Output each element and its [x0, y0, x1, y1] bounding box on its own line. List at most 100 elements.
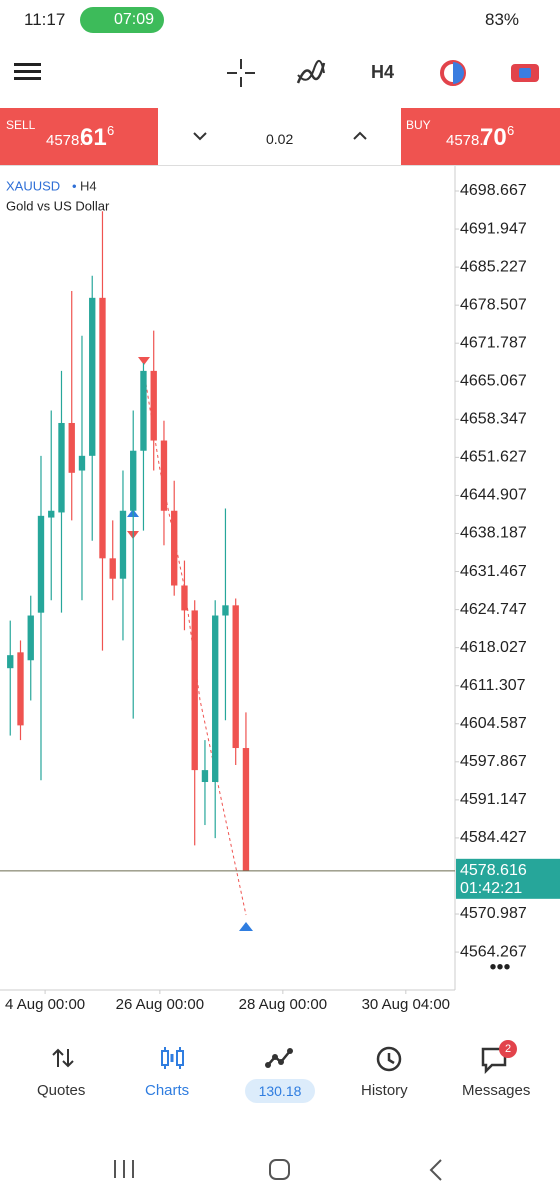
candle-body [78, 455, 86, 471]
candle-body [37, 515, 45, 613]
nav-messages[interactable]: Messages [462, 1082, 531, 1099]
buy-label: BUY [406, 118, 431, 132]
y-tick-label: 4570.987 [460, 905, 527, 922]
buy-price: 4578. [446, 132, 484, 149]
menu-icon[interactable] [14, 62, 42, 82]
y-tick-label: 4618.027 [460, 639, 527, 656]
status-bar: 11:17 07:09 83% [0, 0, 560, 40]
charts-icon[interactable] [160, 1045, 186, 1071]
toolbar: H4 [0, 40, 560, 106]
nav-charts[interactable]: Charts [145, 1082, 190, 1099]
volume-down[interactable] [192, 131, 208, 141]
y-tick-label: 4631.467 [460, 563, 527, 580]
bottom-nav: Quotes Charts 130.18 History 2 Messages [0, 1035, 560, 1115]
candle-body [191, 610, 198, 771]
y-tick-label: 4564.267 [460, 943, 527, 960]
trade-nav-icon[interactable] [265, 1047, 293, 1069]
back-button[interactable] [428, 1158, 444, 1182]
candle-body [232, 605, 239, 749]
price-label-box [456, 858, 560, 899]
candle-body [140, 370, 147, 451]
indicators-icon[interactable] [296, 59, 326, 87]
call-pill[interactable]: 07:09 [80, 7, 164, 33]
y-tick-label: 4597.867 [460, 753, 527, 770]
buy-price-big: 70 [480, 124, 507, 151]
candle-body [48, 510, 55, 518]
candle-body [17, 652, 24, 726]
trade-panel: SELL 4578. 61 6 0.02 BUY 4578. 70 6 [0, 108, 560, 166]
candle-body [150, 370, 157, 441]
candle-body [242, 748, 250, 871]
timeframe-button[interactable]: H4 [371, 62, 395, 82]
y-tick-label: 4651.627 [460, 449, 527, 466]
countdown: 01:42:21 [460, 880, 522, 897]
nav-trade[interactable]: 130.18 [245, 1079, 315, 1103]
y-tick-label: 4685.227 [460, 258, 527, 275]
price-label: 4578.616 [460, 862, 527, 879]
chart[interactable]: XAUUSD • H4 Gold vs US Dollar ••• 4698.6… [0, 0, 560, 1030]
description: Gold vs US Dollar [6, 198, 110, 213]
x-tick-label: 28 Aug 00:00 [239, 996, 327, 1013]
y-tick-label: 4671.787 [460, 334, 527, 351]
timeframe: H4 [80, 178, 97, 193]
sell-button[interactable]: SELL 4578. 61 6 [0, 108, 158, 165]
buy-price-sup: 6 [507, 123, 515, 138]
quotes-icon[interactable] [52, 1047, 74, 1069]
candle-body [212, 615, 219, 783]
y-tick-label: 4584.427 [460, 829, 527, 846]
crosshair-icon[interactable] [227, 59, 255, 87]
candle-body [27, 615, 34, 661]
y-tick-label: 4624.747 [460, 601, 527, 618]
candle-body [201, 770, 209, 783]
y-tick-label: 4678.507 [460, 296, 527, 313]
y-tick-label: 4698.667 [460, 182, 527, 199]
symbol: XAUUSD [6, 178, 60, 193]
y-tick-label: 4691.947 [460, 220, 527, 237]
candle-body [119, 510, 127, 579]
candle-body [109, 558, 116, 579]
y-tick-label: 4611.307 [460, 677, 526, 694]
buy-marker [239, 922, 253, 931]
volume-up[interactable] [352, 131, 368, 141]
system-nav [0, 1140, 560, 1200]
history-icon[interactable] [374, 1045, 402, 1073]
y-tick-label: 4665.067 [460, 372, 527, 389]
candle-body [160, 440, 168, 511]
recents-button[interactable] [112, 1158, 136, 1180]
y-tick-label: 4658.347 [460, 411, 527, 428]
candle-body [99, 297, 106, 559]
candle-body [171, 510, 178, 586]
objects-icon[interactable] [439, 59, 467, 87]
nav-history[interactable]: History [361, 1082, 408, 1099]
trade-icon[interactable] [510, 61, 540, 85]
x-tick-label: 26 Aug 00:00 [116, 996, 204, 1013]
y-tick-label: 4638.187 [460, 525, 527, 542]
candle-body [7, 655, 14, 669]
candle-body [58, 422, 65, 513]
sell-price: 4578. [46, 132, 84, 149]
y-tick-label: 4604.587 [460, 715, 527, 732]
nav-quotes[interactable]: Quotes [37, 1082, 86, 1099]
more-dots[interactable]: ••• [489, 956, 510, 978]
x-tick-label: 30 Aug 04:00 [362, 996, 450, 1013]
home-button[interactable] [268, 1158, 292, 1182]
sell-price-big: 61 [80, 124, 107, 151]
sell-marker [138, 357, 150, 365]
separator: • [72, 178, 77, 193]
messages-badge: 2 [499, 1040, 517, 1058]
candle-body [68, 422, 75, 473]
candle-body [222, 605, 229, 616]
clock: 11:17 [24, 10, 66, 29]
y-tick-label: 4644.907 [460, 487, 527, 504]
sell-label: SELL [6, 118, 36, 132]
y-tick-label: 4591.147 [460, 791, 527, 808]
volume[interactable]: 0.02 [266, 131, 294, 147]
sell-price-sup: 6 [107, 123, 115, 138]
buy-button[interactable]: BUY 4578. 70 6 [401, 108, 560, 165]
battery: 83% [485, 10, 520, 29]
candle-body [181, 585, 188, 611]
candle-body [130, 450, 137, 511]
x-tick-label: 4 Aug 00:00 [5, 996, 85, 1013]
candle-body [89, 297, 96, 456]
